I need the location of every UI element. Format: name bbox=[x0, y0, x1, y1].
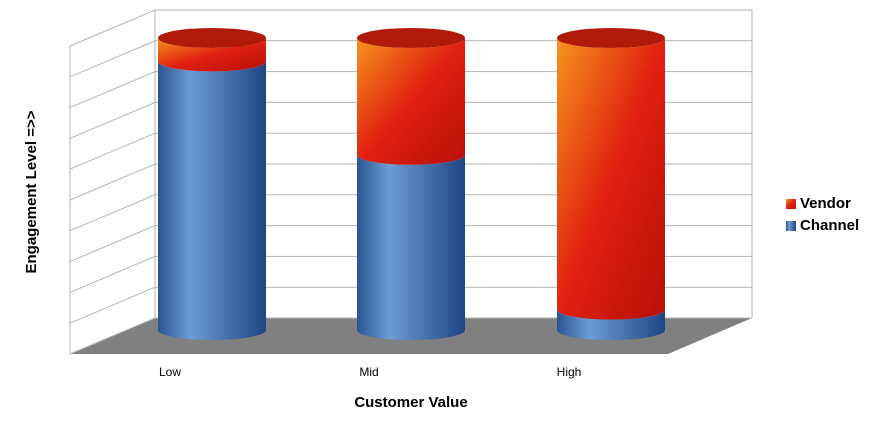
cylinder-top bbox=[557, 28, 665, 48]
grid-line bbox=[69, 163, 752, 201]
y-axis-label: Engagement Level =>> bbox=[23, 110, 40, 273]
grid-line bbox=[69, 9, 752, 47]
grid-line bbox=[69, 101, 752, 139]
grid-line bbox=[69, 317, 752, 355]
x-tick-label: High bbox=[557, 365, 582, 379]
x-tick-label: Low bbox=[159, 365, 181, 379]
grid-line bbox=[69, 225, 752, 263]
cylinder-segment bbox=[357, 154, 465, 340]
cylinder-segment bbox=[158, 61, 266, 340]
x-axis-label: Customer Value bbox=[354, 394, 467, 411]
legend-label: Channel bbox=[800, 217, 859, 234]
cylinder-top bbox=[357, 28, 465, 48]
legend-label: Vendor bbox=[800, 195, 851, 212]
cylinder-segment bbox=[557, 38, 665, 320]
grid-line bbox=[69, 71, 752, 109]
cylinder-segment bbox=[557, 309, 665, 340]
grid-line bbox=[69, 40, 752, 78]
x-tick-label: Mid bbox=[359, 365, 378, 379]
legend-swatch bbox=[786, 199, 796, 209]
grid-line bbox=[69, 255, 752, 293]
cylinder-segment bbox=[158, 38, 266, 72]
grid-line bbox=[69, 132, 752, 170]
cylinder-top bbox=[158, 28, 266, 48]
legend-swatch bbox=[786, 221, 796, 231]
grid-line bbox=[69, 286, 752, 324]
grid-line bbox=[69, 194, 752, 232]
cylinder-segment bbox=[357, 38, 465, 165]
